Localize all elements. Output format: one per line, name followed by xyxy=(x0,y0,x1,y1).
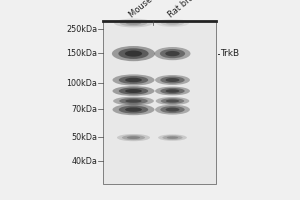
Ellipse shape xyxy=(119,106,148,114)
Text: 250kDa: 250kDa xyxy=(66,24,98,33)
Text: Mouse brain: Mouse brain xyxy=(128,0,173,20)
Text: Rat brain: Rat brain xyxy=(167,0,202,20)
Ellipse shape xyxy=(119,88,148,95)
Text: 100kDa: 100kDa xyxy=(67,78,98,88)
Ellipse shape xyxy=(166,108,179,112)
Ellipse shape xyxy=(161,20,184,26)
Ellipse shape xyxy=(160,49,185,58)
Ellipse shape xyxy=(160,88,185,94)
Ellipse shape xyxy=(125,99,142,103)
Ellipse shape xyxy=(122,135,145,140)
Ellipse shape xyxy=(112,86,154,96)
Text: 70kDa: 70kDa xyxy=(71,105,98,114)
Ellipse shape xyxy=(155,105,190,115)
Ellipse shape xyxy=(154,47,190,60)
Ellipse shape xyxy=(155,75,190,85)
Ellipse shape xyxy=(127,136,140,139)
Ellipse shape xyxy=(117,134,150,141)
Ellipse shape xyxy=(118,48,148,59)
Ellipse shape xyxy=(158,134,187,141)
Ellipse shape xyxy=(165,51,180,56)
Ellipse shape xyxy=(160,106,185,113)
Ellipse shape xyxy=(162,135,183,140)
Ellipse shape xyxy=(166,21,179,25)
Ellipse shape xyxy=(119,98,148,104)
Bar xyxy=(103,21,216,184)
Ellipse shape xyxy=(166,78,179,82)
Ellipse shape xyxy=(160,76,185,84)
Ellipse shape xyxy=(156,97,189,105)
Ellipse shape xyxy=(155,87,190,95)
Ellipse shape xyxy=(156,19,189,27)
Ellipse shape xyxy=(166,99,179,103)
Text: TrkB: TrkB xyxy=(220,49,240,58)
Ellipse shape xyxy=(167,136,178,139)
Ellipse shape xyxy=(166,89,179,93)
Text: 150kDa: 150kDa xyxy=(67,48,98,58)
Ellipse shape xyxy=(119,76,148,84)
Ellipse shape xyxy=(125,107,142,112)
Ellipse shape xyxy=(126,21,141,25)
Ellipse shape xyxy=(114,19,153,27)
Ellipse shape xyxy=(112,104,154,115)
Ellipse shape xyxy=(112,46,155,61)
Text: 50kDa: 50kDa xyxy=(71,132,98,142)
Ellipse shape xyxy=(125,51,142,57)
Ellipse shape xyxy=(120,20,147,26)
Ellipse shape xyxy=(113,97,154,105)
Ellipse shape xyxy=(125,78,142,82)
Ellipse shape xyxy=(112,74,154,86)
Ellipse shape xyxy=(125,89,142,93)
Text: 40kDa: 40kDa xyxy=(72,156,98,166)
Ellipse shape xyxy=(161,98,184,104)
